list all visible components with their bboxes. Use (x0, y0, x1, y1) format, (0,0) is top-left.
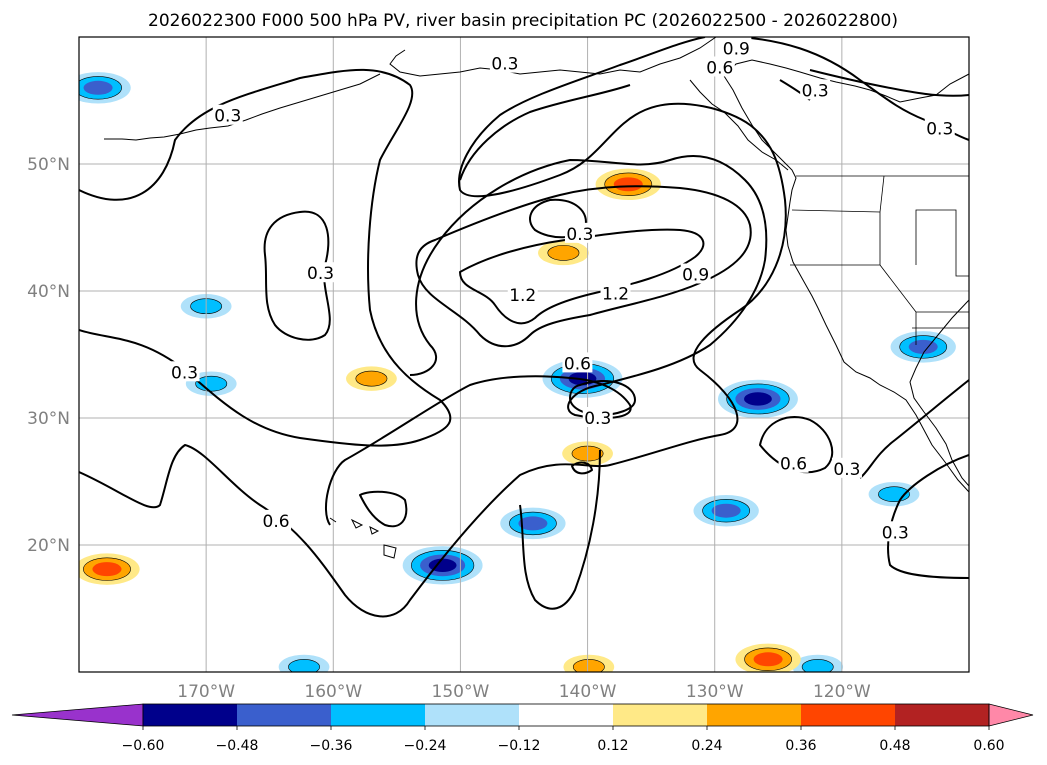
lon-tick-label: 120°W (813, 682, 871, 702)
contour-label: 0.6 (263, 512, 290, 532)
chart-title: 2026022300 F000 500 hPa PV, river basin … (148, 11, 898, 31)
precip-shade (356, 371, 387, 386)
lon-tick-label: 170°W (177, 682, 235, 702)
precip-shade (744, 392, 772, 405)
colorbar-segment (707, 704, 801, 726)
precip-region-6 (500, 508, 565, 539)
precip-region-17 (346, 366, 397, 390)
colorbar-tick-label: 0.60 (973, 738, 1004, 754)
colorbar-tick-label: 0.48 (879, 738, 910, 754)
lon-tick-label: 160°W (304, 682, 362, 702)
precip-region-11 (279, 655, 330, 679)
contour-label: 0.3 (491, 55, 518, 75)
colorbar-segment (331, 704, 425, 726)
colorbar-tick-label: −0.48 (216, 738, 259, 754)
lon-tick-label: 140°W (559, 682, 617, 702)
colorbar-tick-label: −0.36 (310, 738, 353, 754)
colorbar-tick-label: 0.12 (597, 738, 628, 754)
contour-label: 0.3 (926, 119, 953, 139)
precip-region-13 (735, 644, 800, 675)
contour-label: 0.3 (171, 363, 198, 383)
precip-shade (754, 652, 783, 666)
colorbar-segment (613, 704, 707, 726)
precip-shade (909, 340, 938, 354)
contour-label: 0.3 (833, 460, 860, 480)
contour-label: 0.3 (802, 81, 829, 101)
contour-label: 0.3 (566, 225, 593, 245)
colorbar-segment (895, 704, 989, 726)
colorbar-segment (801, 704, 895, 726)
precip-region-14 (74, 553, 139, 584)
precip-region-5 (891, 331, 956, 362)
precip-shade (84, 81, 113, 95)
lon-tick-label: 150°W (432, 682, 490, 702)
contour-label: 0.6 (564, 354, 591, 374)
lat-tick-label: 40°N (27, 282, 70, 302)
lat-tick-label: 50°N (27, 155, 70, 175)
contour-label: 0.6 (780, 455, 807, 475)
colorbar: −0.60 −0.48 −0.36 −0.24 −0.12 0.12 0.24 0.36 0.4… (12, 704, 1033, 754)
colorbar-tick-label: −0.12 (498, 738, 541, 754)
colorbar-segment (519, 704, 613, 726)
map-background (79, 37, 969, 672)
lat-tick-label: 30°N (27, 409, 70, 429)
precip-shade (548, 245, 579, 260)
lon-tick-label: 130°W (686, 682, 744, 702)
precip-region-0 (596, 169, 661, 200)
contour-label: 0.6 (706, 58, 733, 78)
contour-label: 0.3 (882, 523, 909, 543)
precip-region-10 (869, 482, 920, 506)
precip-region-15 (563, 655, 614, 679)
colorbar-segment (237, 704, 331, 726)
lat-tick-label: 20°N (27, 536, 70, 556)
precip-shade (712, 504, 741, 518)
contour-label: 0.9 (723, 39, 750, 59)
colorbar-segment (143, 704, 237, 726)
contour-label: 0.9 (682, 265, 709, 285)
contour-label: 0.3 (214, 107, 241, 127)
contour-label: 1.2 (602, 285, 629, 305)
lat-tick-labels: 20°N 30°N 40°N 50°N (27, 155, 70, 556)
colorbar-tick-label: −0.24 (404, 738, 447, 754)
precip-region-1 (65, 72, 130, 103)
colorbar-segment (425, 704, 519, 726)
colorbar-extend-high (989, 704, 1033, 726)
colorbar-tick-label: 0.36 (785, 738, 816, 754)
precip-region-9 (693, 495, 758, 526)
colorbar-tick-label: −0.60 (122, 738, 165, 754)
colorbar-tick-label: 0.24 (691, 738, 722, 754)
precip-shade (614, 177, 643, 191)
lon-tick-labels: 170°W 160°W 150°W 140°W 130°W 120°W (177, 682, 871, 702)
colorbar-extend-low (12, 704, 143, 726)
contour-label: 0.3 (307, 264, 334, 284)
contour-label: 0.3 (584, 409, 611, 429)
contour-label: 1.2 (509, 286, 536, 306)
precip-region-4 (403, 546, 483, 584)
precip-shade (92, 562, 121, 576)
